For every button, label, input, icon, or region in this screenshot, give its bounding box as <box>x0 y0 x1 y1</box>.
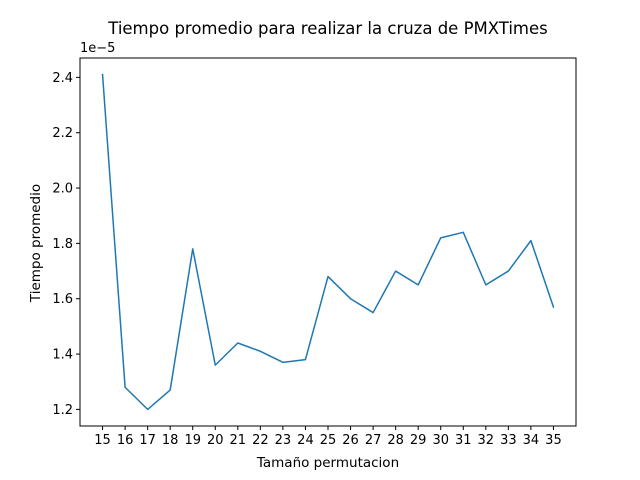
x-tick-label: 18 <box>162 433 179 448</box>
x-tick-label: 17 <box>139 433 156 448</box>
x-tick-label: 25 <box>320 433 337 448</box>
x-tick-label: 26 <box>342 433 359 448</box>
y-axis-offset-label: 1e−5 <box>80 41 115 56</box>
x-axis-label: Tamaño permutacion <box>256 455 399 471</box>
x-tick-label: 34 <box>523 433 540 448</box>
y-axis-label: Tiempo promedio <box>28 184 44 303</box>
x-tick-label: 33 <box>500 433 517 448</box>
x-tick-label: 22 <box>252 433 269 448</box>
x-tick-label: 32 <box>478 433 495 448</box>
x-axis-ticks: 15 16 17 18 19 20 21 22 23 24 25 26 27 28 29 30 31 32 33 34… <box>94 426 562 448</box>
y-axis-ticks: 1.2 1.4 1.6 1.8 2.0 2.2 2.4 <box>52 71 80 418</box>
x-tick-label: 21 <box>230 433 247 448</box>
x-tick-label: 15 <box>94 433 111 448</box>
y-tick-label: 1.4 <box>52 348 73 363</box>
y-tick-label: 1.8 <box>52 237 73 252</box>
x-tick-label: 29 <box>410 433 427 448</box>
x-tick-label: 31 <box>455 433 472 448</box>
plot-area: 15 16 17 18 19 20 21 22 23 24 25 26 27 28 29 30 31 32 33 34… <box>52 57 577 448</box>
series-layer <box>101 73 555 411</box>
y-tick-label: 2.2 <box>52 126 73 141</box>
y-tick-label: 1.2 <box>52 403 73 418</box>
x-tick-label: 19 <box>184 433 201 448</box>
x-tick-label: 24 <box>297 433 314 448</box>
y-tick-label: 2.4 <box>52 71 73 86</box>
x-tick-label: 23 <box>275 433 292 448</box>
x-tick-label: 30 <box>432 433 449 448</box>
y-tick-label: 2.0 <box>52 182 73 197</box>
x-tick-label: 27 <box>365 433 382 448</box>
x-tick-label: 28 <box>387 433 404 448</box>
axes-frame <box>79 57 577 427</box>
x-tick-label: 16 <box>117 433 134 448</box>
y-tick-label: 1.6 <box>52 292 73 307</box>
x-tick-label: 35 <box>545 433 562 448</box>
x-tick-label: 20 <box>207 433 224 448</box>
chart-title: Tiempo promedio para realizar la cruza d… <box>107 19 548 38</box>
